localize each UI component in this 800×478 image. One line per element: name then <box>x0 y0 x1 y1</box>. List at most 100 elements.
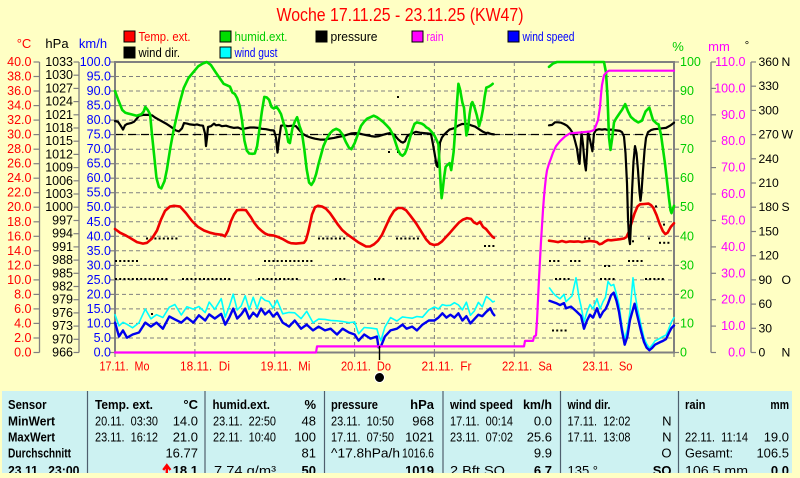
svg-text:70.0: 70.0 <box>721 161 745 175</box>
svg-text:0.0: 0.0 <box>14 346 31 360</box>
svg-text:O: O <box>661 446 671 461</box>
svg-text:300: 300 <box>759 103 780 117</box>
svg-text:135 °: 135 ° <box>568 463 599 473</box>
svg-text:50: 50 <box>302 463 316 473</box>
svg-text:70: 70 <box>680 142 694 156</box>
svg-text:30: 30 <box>680 258 694 272</box>
svg-text:970: 970 <box>52 332 73 346</box>
svg-text:18.1: 18.1 <box>173 463 198 473</box>
svg-text:973: 973 <box>52 319 73 333</box>
svg-text:1015: 1015 <box>45 134 73 148</box>
svg-text:1000: 1000 <box>45 200 73 214</box>
svg-text:20.0: 20.0 <box>7 200 31 214</box>
svg-text:1021: 1021 <box>405 430 434 445</box>
svg-text:36.0: 36.0 <box>7 84 31 98</box>
svg-text:rain: rain <box>685 397 706 412</box>
svg-text:pressure: pressure <box>331 397 378 412</box>
svg-text:25.6: 25.6 <box>527 430 552 445</box>
svg-text:2.0: 2.0 <box>14 331 31 345</box>
svg-text:10.0: 10.0 <box>87 316 111 330</box>
svg-text:150: 150 <box>759 225 780 239</box>
svg-text:1027: 1027 <box>45 81 73 95</box>
svg-text:40.0: 40.0 <box>721 240 745 254</box>
svg-text:23.11. 16:12: 23.11. 16:12 <box>95 430 158 445</box>
svg-text:1019: 1019 <box>405 463 434 473</box>
svg-text:968: 968 <box>412 414 434 429</box>
svg-text:210: 210 <box>759 176 780 190</box>
svg-text:20.0: 20.0 <box>721 293 745 307</box>
svg-text:Sensor: Sensor <box>8 397 47 412</box>
svg-text:70.0: 70.0 <box>87 142 111 156</box>
svg-text:19.11. Mi: 19.11. Mi <box>261 359 311 374</box>
svg-text:976: 976 <box>52 306 73 320</box>
svg-text:994: 994 <box>52 227 73 241</box>
svg-text:1030: 1030 <box>45 68 73 82</box>
svg-text:23.11. 07:02: 23.11. 07:02 <box>450 430 513 445</box>
svg-text:6.7: 6.7 <box>534 463 552 473</box>
svg-text:21.0: 21.0 <box>173 430 198 445</box>
svg-text:60.0: 60.0 <box>87 171 111 185</box>
svg-text:W: W <box>782 128 794 142</box>
svg-text:rain: rain <box>427 29 444 44</box>
svg-text:180: 180 <box>759 200 780 214</box>
svg-text:N: N <box>782 346 791 360</box>
svg-text:110.0: 110.0 <box>715 55 745 69</box>
svg-text:360: 360 <box>759 55 780 69</box>
svg-text:humid.ext.: humid.ext. <box>235 29 288 44</box>
svg-text:2 Bft SO: 2 Bft SO <box>450 463 505 473</box>
svg-text:50.0: 50.0 <box>721 214 745 228</box>
svg-text:1033: 1033 <box>45 55 73 69</box>
svg-text:10.0: 10.0 <box>721 319 745 333</box>
svg-text:120: 120 <box>759 249 780 263</box>
svg-text:MinWert: MinWert <box>8 414 56 429</box>
svg-text:8.0: 8.0 <box>14 287 31 301</box>
svg-text:Temp. ext.: Temp. ext. <box>139 29 191 44</box>
svg-text:100.0: 100.0 <box>80 55 111 69</box>
svg-text:22.11. 10:40: 22.11. 10:40 <box>213 430 276 445</box>
svg-text:30.0: 30.0 <box>7 128 31 142</box>
svg-text:6.0: 6.0 <box>14 302 31 316</box>
svg-text:0.0: 0.0 <box>94 346 111 360</box>
svg-text:35.0: 35.0 <box>87 244 111 258</box>
svg-text:15.0: 15.0 <box>87 302 111 316</box>
svg-text:80.0: 80.0 <box>87 113 111 127</box>
svg-text:%: % <box>304 397 316 412</box>
svg-text:%: % <box>672 39 684 54</box>
svg-text:80: 80 <box>680 113 694 127</box>
svg-text:0: 0 <box>759 346 766 360</box>
svg-text:50.0: 50.0 <box>87 200 111 214</box>
svg-text:95.0: 95.0 <box>87 70 111 84</box>
svg-text:Durchschnitt: Durchschnitt <box>8 446 72 461</box>
svg-text:17.11. 07:50: 17.11. 07:50 <box>331 430 394 445</box>
svg-text:14.0: 14.0 <box>7 244 31 258</box>
svg-text:17.11. 00:14: 17.11. 00:14 <box>450 414 513 429</box>
svg-text:90.0: 90.0 <box>87 84 111 98</box>
svg-text:100: 100 <box>680 55 701 69</box>
svg-text:966: 966 <box>52 346 73 360</box>
svg-text:O: O <box>782 273 791 287</box>
svg-text:Gesamt:: Gesamt: <box>685 446 733 461</box>
svg-text:1016.6: 1016.6 <box>402 446 434 461</box>
svg-text:30: 30 <box>759 321 773 335</box>
svg-text:16.77: 16.77 <box>165 446 198 461</box>
svg-text:60: 60 <box>680 171 694 185</box>
svg-text:10.0: 10.0 <box>7 273 31 287</box>
svg-text:7.74 g/m³: 7.74 g/m³ <box>214 463 277 473</box>
svg-text:55.0: 55.0 <box>87 186 111 200</box>
svg-text:90: 90 <box>680 84 694 98</box>
svg-text:N: N <box>662 430 671 445</box>
svg-text:16.0: 16.0 <box>7 229 31 243</box>
svg-text:0.0: 0.0 <box>728 346 745 360</box>
svg-text:240: 240 <box>759 152 780 166</box>
svg-text:wind dir.: wind dir. <box>138 45 180 60</box>
svg-text:100: 100 <box>294 430 316 445</box>
svg-text:MaxWert: MaxWert <box>8 430 56 445</box>
svg-text:20.11. Do: 20.11. Do <box>341 359 391 374</box>
svg-text:20.0: 20.0 <box>87 287 111 301</box>
svg-text:23.11. 10:50: 23.11. 10:50 <box>331 414 394 429</box>
svg-text:40.0: 40.0 <box>7 55 31 69</box>
svg-text:65.0: 65.0 <box>87 157 111 171</box>
svg-text:100.0: 100.0 <box>714 81 745 95</box>
svg-text:hPa: hPa <box>410 397 435 412</box>
svg-text:988: 988 <box>52 253 73 267</box>
